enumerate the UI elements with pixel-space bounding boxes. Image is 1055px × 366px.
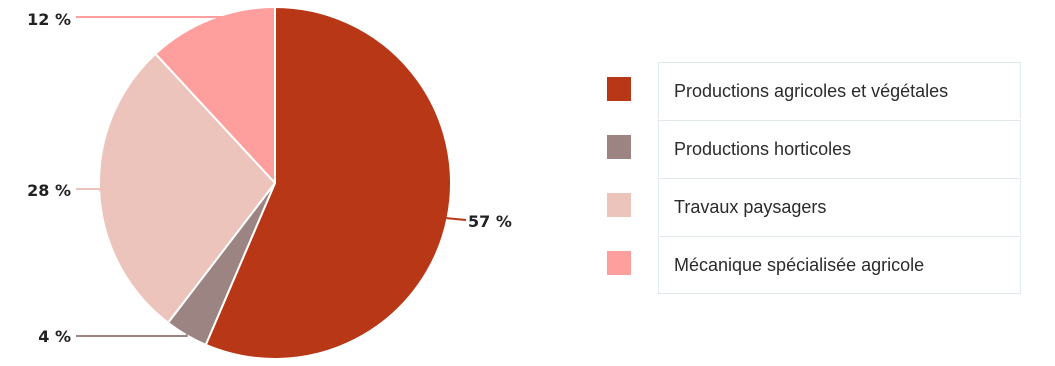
leader-line-productions-agricoles [446,217,467,221]
slice-label-productions-agricoles: 57 % [468,212,512,231]
legend-label-productions-agricoles: Productions agricoles et végétales [658,62,1021,119]
slice-label-productions-horticoles: 4 % [38,327,71,346]
legend-swatch-mecanique-agricole [607,251,631,275]
legend-label-productions-horticoles: Productions horticoles [658,120,1021,177]
slice-label-travaux-paysagers: 28 % [27,181,71,200]
pie-slice-mecanique-agricole [154,6,276,184]
slice-label-mecanique-agricole: 12 % [27,10,71,29]
legend-swatch-travaux-paysagers [607,193,631,217]
legend-label-mecanique-agricole: Mécanique spécialisée agricole [658,236,1021,294]
leader-line-productions-horticoles [76,334,188,337]
legend-swatch-productions-agricoles [607,77,631,101]
leader-line-travaux-paysagers [76,188,102,192]
pie-chart: 57 % 4 % 28 % 12 % [27,6,512,360]
pie-slice-travaux-paysagers [98,52,276,324]
legend-label-travaux-paysagers: Travaux paysagers [658,178,1021,235]
legend-swatch-productions-horticoles [607,135,631,159]
